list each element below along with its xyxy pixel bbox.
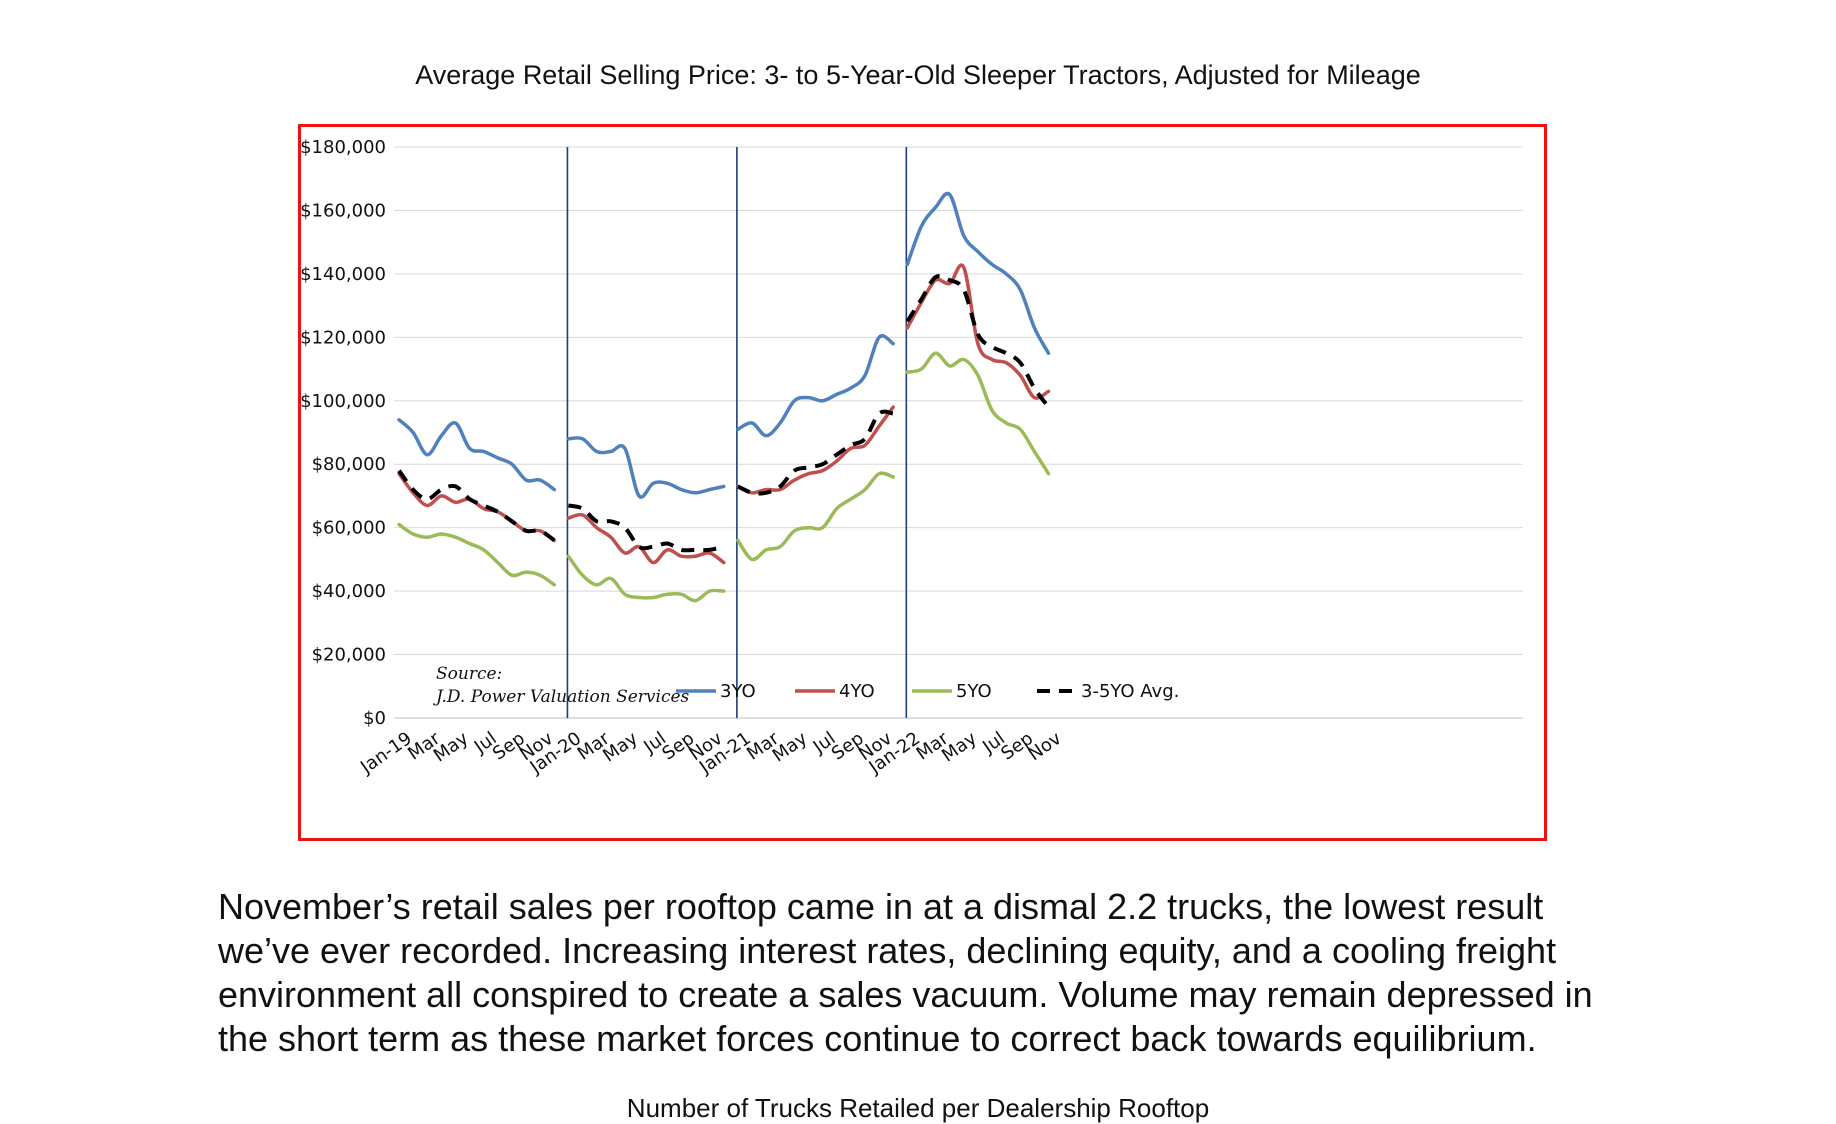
series-line-segment (905, 351, 1051, 476)
source-annotation-line1: Source: (436, 664, 502, 684)
legend-label: 3YO (720, 681, 756, 702)
series-line-segment (397, 469, 556, 543)
legend-label: 5YO (956, 681, 992, 702)
series-5yo (397, 351, 1051, 603)
series-line-segment (397, 418, 557, 492)
series-line-segment (905, 273, 1051, 409)
next-chart-title: Number of Trucks Retailed per Dealership… (626, 1093, 1210, 1123)
series-line-segment (736, 405, 895, 495)
series-3yo (397, 191, 1051, 499)
y-tick-label: $100,000 (300, 391, 386, 412)
chart-title: Average Retail Selling Price: 3- to 5-Ye… (415, 60, 1421, 90)
grid-lines (394, 146, 1523, 719)
body-paragraph: November’s retail sales per rooftop came… (218, 886, 1593, 1059)
y-tick-label: $20,000 (312, 645, 386, 666)
year-dividers (566, 147, 908, 718)
y-tick-label: $60,000 (312, 518, 386, 539)
y-tick-label: $0 (363, 708, 386, 729)
series-line-segment (566, 512, 726, 565)
y-axis-tick-labels: $0 $20,000 $40,000 $60,000 $80,000 $100,000 $1… (300, 137, 386, 729)
y-tick-label: $160,000 (300, 200, 386, 221)
series-line-segment (736, 471, 895, 562)
chart-border (298, 124, 1547, 841)
series-line-segment (736, 334, 895, 438)
y-tick-label: $120,000 (300, 327, 386, 348)
series-line-segment (566, 436, 726, 499)
y-tick-label: $140,000 (300, 264, 386, 285)
y-tick-label: $80,000 (312, 454, 386, 475)
legend-label: 4YO (839, 681, 875, 702)
line-chart: $0 $20,000 $40,000 $60,000 $80,000 $100,000 $1… (298, 124, 1547, 841)
series-line-segment (905, 191, 1051, 355)
series-3-5yo-avg- (397, 273, 1051, 553)
series-line-segment (567, 503, 725, 553)
source-annotation-line2: J.D. Power Valuation Services (433, 687, 690, 707)
series-line-segment (566, 554, 726, 603)
legend: 3YO 4YO 5YO 3-5YO Avg. (676, 681, 1179, 702)
chart-frame: $0 $20,000 $40,000 $60,000 $80,000 $100,000 $1… (298, 124, 1547, 841)
y-tick-label: $180,000 (300, 137, 386, 158)
y-tick-label: $40,000 (312, 581, 386, 602)
series-line-segment (397, 522, 557, 587)
series-lines (397, 191, 1051, 603)
series-line-segment (737, 409, 894, 496)
legend-label: 3-5YO Avg. (1081, 681, 1179, 702)
